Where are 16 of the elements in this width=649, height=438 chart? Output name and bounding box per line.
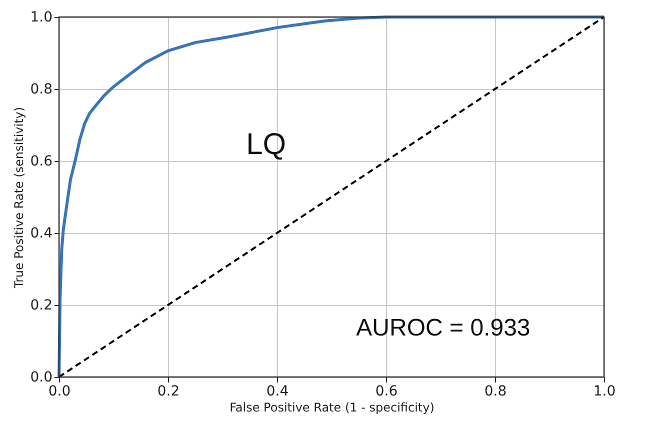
y-tick-label: 0.8 xyxy=(30,82,52,98)
x-tick-label: 1.0 xyxy=(593,384,616,400)
x-tick-label: 0.0 xyxy=(48,384,71,400)
y-tick-label: 0.2 xyxy=(30,298,52,314)
y-tick-label: 0.0 xyxy=(30,370,52,386)
x-tick-label: 0.8 xyxy=(484,384,507,400)
y-axis-title: True Positive Rate (sensitivity) xyxy=(12,106,26,290)
x-tick-label: 0.4 xyxy=(266,384,289,400)
x-tick-label: 0.6 xyxy=(375,384,398,400)
x-tick-label: 0.2 xyxy=(157,384,180,400)
annotation: LQ xyxy=(246,128,286,161)
annotation: AUROC = 0.933 xyxy=(356,314,530,342)
y-tick-label: 0.4 xyxy=(30,226,53,242)
y-tick-label: 1.0 xyxy=(30,10,52,26)
y-tick-label: 0.6 xyxy=(30,154,53,170)
x-axis-title: False Positive Rate (1 - specificity) xyxy=(230,400,434,414)
